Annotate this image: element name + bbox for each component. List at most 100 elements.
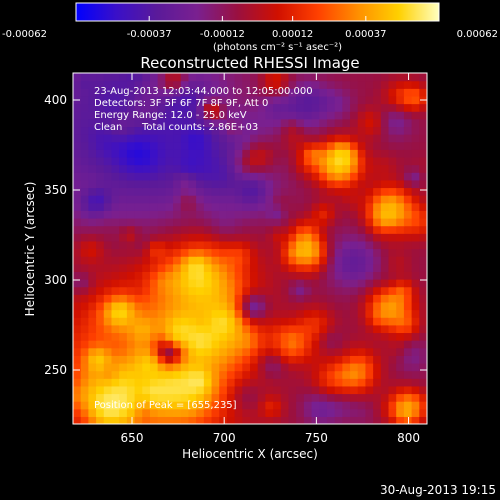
heatmap-cell	[73, 172, 82, 181]
heatmap-cell	[134, 134, 143, 143]
heatmap-cell	[265, 95, 274, 105]
heatmap-cell	[419, 240, 427, 250]
heatmap-cell	[396, 370, 405, 379]
heatmap-cell	[80, 118, 89, 128]
heatmap-cell	[149, 225, 159, 234]
heatmap-cell	[226, 73, 236, 82]
heatmap-cell	[326, 347, 336, 356]
heatmap-cell	[226, 202, 236, 211]
heatmap-cell	[234, 355, 243, 364]
heatmap-cell	[188, 362, 197, 372]
heatmap-cell	[411, 317, 420, 326]
heatmap-cell	[88, 103, 97, 112]
heatmap-cell	[303, 324, 313, 334]
heatmap-cell	[111, 103, 120, 112]
heatmap-cell	[357, 286, 367, 295]
heatmap-cell	[250, 294, 259, 303]
heatmap-cell	[80, 309, 89, 318]
heatmap-cell	[411, 210, 420, 219]
heatmap-cell	[119, 134, 128, 143]
heatmap-cell	[234, 210, 243, 219]
heatmap-cell	[350, 80, 359, 89]
heatmap-cell	[134, 340, 143, 349]
heatmap-cell	[157, 355, 166, 364]
heatmap-cell	[319, 416, 328, 424]
heatmap-cell	[173, 80, 182, 89]
heatmap-cell	[242, 378, 251, 387]
heatmap-cell	[257, 202, 266, 211]
heatmap-cell	[311, 301, 320, 311]
heatmap-cell	[303, 248, 313, 257]
heatmap-cell	[334, 156, 343, 166]
heatmap-cell	[273, 187, 282, 196]
heatmap-cell	[157, 347, 166, 356]
detectors-annotation: Detectors: 3F 5F 6F 7F 8F 9F, Att 0	[94, 98, 268, 109]
heatmap-cell	[250, 340, 259, 349]
heatmap-cell	[211, 126, 220, 135]
heatmap-cell	[350, 248, 359, 257]
heatmap-cell	[73, 164, 82, 173]
heatmap-cell	[350, 362, 359, 372]
heatmap-cell	[242, 416, 251, 424]
heatmap-cell	[311, 164, 320, 173]
heatmap-cell	[273, 202, 282, 211]
heatmap-cell	[380, 80, 390, 89]
heatmap-cell	[326, 317, 336, 326]
heatmap-cell	[365, 256, 374, 265]
heatmap-cell	[219, 172, 228, 181]
heatmap-cell	[319, 187, 328, 196]
heatmap-cell	[419, 118, 427, 128]
heatmap-cell	[157, 309, 166, 318]
heatmap-cell	[88, 385, 97, 395]
heatmap-cell	[88, 202, 97, 211]
heatmap-cell	[126, 172, 136, 181]
heatmap-cell	[273, 225, 282, 234]
heatmap-cell	[326, 286, 336, 295]
heatmap-cell	[157, 286, 166, 295]
heatmap-cell	[196, 172, 205, 181]
heatmap-cell	[119, 156, 128, 166]
heatmap-cell	[334, 263, 343, 272]
heatmap-cell	[180, 149, 190, 158]
heatmap-cell	[250, 126, 259, 135]
heatmap-cell	[73, 217, 82, 227]
heatmap-cell	[165, 179, 174, 189]
heatmap-cell	[265, 225, 274, 234]
heatmap-cell	[88, 233, 97, 242]
heatmap-cell	[280, 202, 290, 211]
heatmap-cell	[296, 240, 305, 250]
heatmap-cell	[180, 195, 190, 204]
heatmap-cell	[157, 187, 166, 196]
heatmap-cell	[334, 217, 343, 227]
heatmap-cell	[142, 332, 151, 341]
heatmap-cell	[219, 378, 228, 387]
heatmap-cell	[303, 233, 313, 242]
heatmap-cell	[242, 149, 251, 158]
heatmap-cell	[350, 332, 359, 341]
heatmap-cell	[211, 332, 220, 341]
heatmap-cell	[365, 73, 374, 82]
heatmap-cell	[350, 202, 359, 211]
heatmap-cell	[180, 233, 190, 242]
heatmap-cell	[119, 355, 128, 364]
heatmap-cell	[103, 111, 113, 120]
heatmap-cell	[134, 401, 143, 410]
heatmap-cell	[88, 118, 97, 128]
heatmap-cell	[311, 393, 320, 402]
heatmap-cell	[165, 416, 174, 424]
heatmap-cell	[180, 103, 190, 112]
heatmap-cell	[226, 317, 236, 326]
heatmap-cell	[250, 256, 259, 265]
heatmap-cell	[319, 263, 328, 272]
heatmap-cell	[365, 309, 374, 318]
heatmap-cell	[250, 279, 259, 288]
heatmap-cell	[242, 294, 251, 303]
heatmap-cell	[211, 95, 220, 105]
heatmap-cell	[319, 80, 328, 89]
heatmap-cell	[180, 309, 190, 318]
heatmap-cell	[242, 279, 251, 288]
heatmap-cell	[88, 294, 97, 303]
heatmap-cell	[80, 103, 89, 112]
heatmap-cell	[403, 149, 413, 158]
heatmap-cell	[311, 88, 320, 97]
